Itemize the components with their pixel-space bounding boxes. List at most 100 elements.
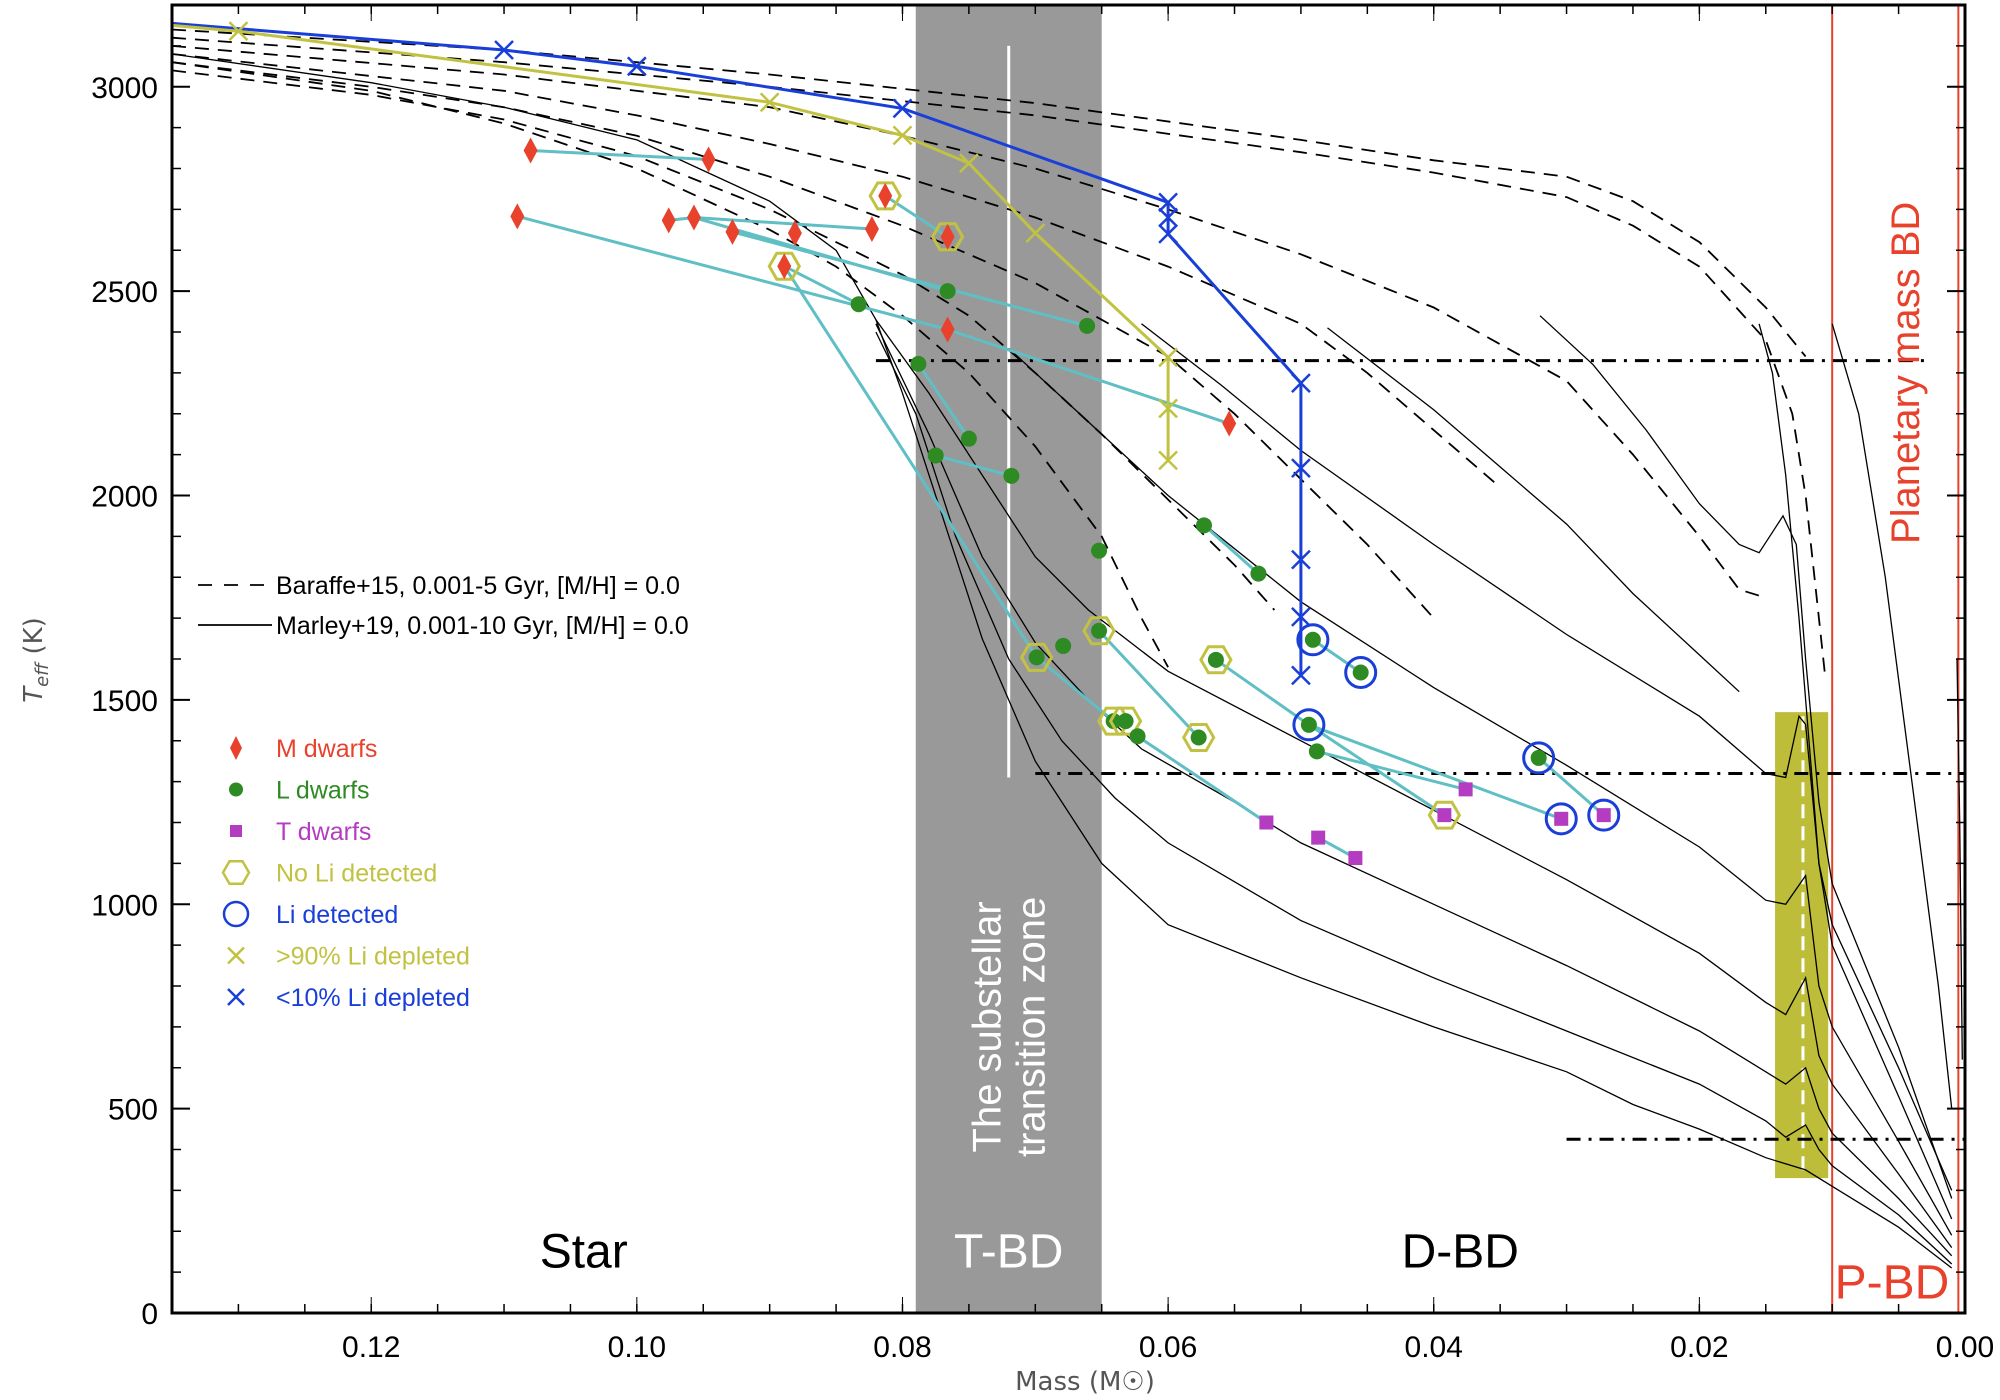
baraffe-track-5 [172,69,1276,611]
transition-zone-label-line2: transition zone [1010,897,1054,1157]
li-undepleted-track [172,21,1303,676]
d-bd-label: D-BD [1402,1226,1519,1279]
boundary-lines-layer [875,359,1965,1141]
connection-line [1097,629,1200,739]
no-li-hexagon [930,222,965,252]
l-dwarf-point [1019,642,1054,672]
y-axis-title-main: T [19,685,49,703]
t-dwarf-square [1348,851,1363,866]
l-dwarf-point [850,296,867,313]
m-dwarf-diamond [725,218,740,245]
x-tick-label: 0.10 [608,1331,666,1364]
baraffe-track-2 [172,45,1767,599]
baraffe-track-3 [172,53,1501,488]
p-bd-label: P-BD [1835,1256,1950,1309]
li-undepleted-track-marker [1291,458,1311,478]
li-undepleted-track-marker [892,98,913,119]
l-dwarf-dot [1530,749,1547,766]
li-depleted-track-marker [1158,398,1178,419]
l-dwarf-dot [1091,542,1108,559]
no-li-hexagon [767,251,802,281]
connection-line [1312,638,1362,674]
no-li-hexagon [868,181,902,211]
li-depleted-track-marker [959,153,979,174]
l-dwarf-dot [960,430,977,447]
m-dwarf-diamond [510,203,525,230]
m-dwarf-point [725,218,740,245]
no-li-hexagon [1199,645,1233,675]
l-dwarf-dot [1129,728,1146,745]
connection-line [1136,735,1268,824]
objects-layer [510,137,1621,866]
li-undepleted-track-marker [1158,224,1178,244]
m-dwarf-point [701,146,716,173]
li-detected-circle [1587,798,1621,832]
x-tick-label: 0.08 [873,1331,931,1364]
legend-li-undepleted: <10% Li depleted [227,984,470,1012]
t-dwarf-square [1259,815,1274,830]
diamond-icon [230,736,242,760]
connections-layer [516,149,1605,860]
no-li-hexagon [1427,800,1462,830]
m-dwarf-diamond [1222,410,1237,437]
baraffe-track-0 [172,28,1807,358]
l-dwarf-point [1003,467,1020,484]
legend-t-dwarfs-label: T dwarfs [276,818,371,846]
li-detected-circle [1292,708,1326,742]
t-dwarf-square [1311,830,1326,845]
t-dwarf-point [1259,815,1274,830]
connection-line [1035,656,1115,723]
l-dwarf-point [1079,317,1096,334]
y-tick-label: 3000 [91,72,158,105]
legend: Baraffe+15, 0.001-5 Gyr, [M/H] = 0.0 Marl… [198,572,689,1012]
connection-line [732,230,1088,328]
l-dwarf-dot [1304,631,1321,648]
l-dwarf-point [910,355,927,372]
l-dwarf-point [1181,723,1216,752]
legend-marley-label: Marley+19, 0.001-10 Gyr, [M/H] = 0.0 [276,612,689,640]
l-dwarf-point [1344,655,1378,689]
model-tracks-layer [172,28,1963,1269]
l-dwarf-dot [927,447,944,464]
t-dwarf-square [1554,811,1569,826]
l-dwarf-point [1082,616,1116,646]
y-tick-label: 0 [141,1298,158,1331]
connection-line [1308,723,1562,821]
connection-line [1203,524,1260,575]
l-dwarf-dot [1091,622,1108,639]
li-depleted-track-marker [1158,450,1178,471]
marley-track-2 [875,323,1953,1257]
m-dwarf-diamond [878,182,893,209]
legend-no-li: No Li detected [221,859,437,888]
connection-line [530,149,709,161]
li-undepleted-track-marker [1158,192,1178,213]
baraffe-track-6 [172,61,1169,668]
li-detected-circle [1296,623,1330,657]
hexagon-icon [221,859,251,886]
l-dwarf-dot [1105,713,1122,730]
marley-track-4 [1008,347,1953,1236]
marley-track-1 [875,331,1953,1265]
no-li-hexagon [1019,642,1054,672]
connection-line [1316,749,1466,791]
region-labels-layer: Star T-BD D-BD P-BD Planetary mass BD [540,202,1950,1310]
l-dwarf-dot [1352,664,1369,681]
l-dwarf-point [1296,623,1330,657]
l-dwarf-point [1091,542,1108,559]
m-dwarf-diamond [661,207,676,234]
y-tick-label: 500 [108,1094,158,1127]
l-dwarf-dot [1117,713,1134,730]
axes-layer: 0.12 0.10 0.08 0.06 0.04 0.02 0.00 0 500 1000 1500… [91,3,1994,1364]
l-dwarf-dot [1079,317,1096,334]
t-dwarf-point [1311,830,1326,845]
x-icon [227,946,245,965]
li-depleted-track-marker [892,125,913,146]
m-dwarf-diamond [701,146,716,173]
l-dwarf-dot [1250,565,1267,582]
x-tick-label: 0.00 [1936,1331,1994,1364]
transition-zone-label-line1: The substellar [966,901,1010,1152]
m-dwarf-point [1222,410,1237,437]
y-tick-label: 1500 [91,685,158,718]
legend-l-dwarfs: L dwarfs [229,777,370,805]
